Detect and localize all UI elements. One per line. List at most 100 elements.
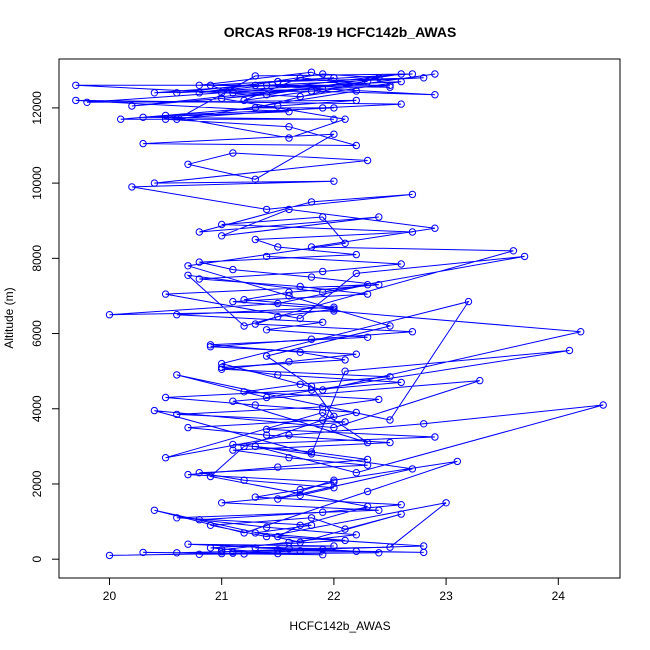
data-point (330, 104, 338, 112)
data-point (307, 448, 316, 456)
data-point (285, 358, 293, 366)
data-point (251, 81, 260, 90)
data-point (386, 438, 394, 447)
data-point (363, 487, 372, 496)
data-point (262, 252, 271, 261)
data-point (206, 81, 215, 90)
data-point (352, 250, 360, 259)
data-point (296, 314, 304, 323)
data-point (83, 98, 91, 107)
data-point (161, 393, 170, 402)
data-point (341, 115, 349, 123)
data-point (599, 401, 607, 409)
data-point (218, 363, 226, 372)
data-point (319, 403, 327, 411)
data-point (341, 239, 349, 248)
data-point (296, 491, 304, 499)
data-point (319, 104, 327, 112)
data-point (195, 81, 204, 90)
data-point (206, 544, 215, 552)
y-tick-label: 10000 (30, 166, 44, 200)
data-point (565, 346, 574, 355)
data-point (150, 179, 159, 187)
data-point (218, 365, 226, 373)
data-point (296, 348, 304, 356)
data-point (262, 523, 271, 531)
data-point (206, 343, 215, 351)
data-point (184, 160, 192, 169)
data-point (319, 386, 327, 394)
data-point (386, 322, 394, 330)
data-point (285, 134, 293, 142)
series-1 (72, 68, 607, 560)
data-point (150, 89, 159, 97)
y-axis: 0 2000 4000 6000 8000 10000 12000 (30, 91, 60, 563)
data-point (240, 322, 248, 330)
data-point (262, 431, 271, 439)
data-point (408, 465, 417, 473)
data-point (285, 205, 293, 214)
data-point (363, 281, 372, 289)
data-point (262, 393, 271, 402)
y-tick-label: 4000 (30, 395, 44, 422)
data-point (296, 547, 304, 555)
data-point (420, 74, 428, 82)
data-point (319, 70, 327, 78)
y-tick-label: 8000 (30, 245, 44, 272)
data-point (341, 536, 349, 545)
data-point (251, 529, 260, 537)
data-point (184, 262, 192, 270)
data-point (375, 395, 383, 404)
data-point (285, 431, 293, 439)
data-point (577, 328, 585, 336)
data-point (319, 508, 327, 516)
data-point (285, 288, 293, 296)
data-point (229, 440, 237, 449)
data-point (105, 311, 114, 319)
data-point (251, 175, 260, 184)
data-point (296, 380, 304, 388)
data-point (262, 205, 271, 214)
x-tick-label: 21 (215, 589, 229, 603)
data-point (206, 472, 215, 481)
data-point (285, 108, 293, 116)
y-tick-label: 0 (30, 556, 44, 563)
data-point (408, 190, 417, 199)
data-point (307, 87, 316, 95)
data-point (128, 183, 136, 191)
y-axis-label: Altitude (m) (2, 287, 16, 348)
data-point (296, 74, 304, 82)
y-tick-label: 6000 (30, 320, 44, 347)
data-point (274, 77, 282, 86)
data-point (150, 506, 159, 514)
data-point (251, 493, 260, 501)
data-point (363, 455, 372, 464)
y-tick-label: 12000 (30, 91, 44, 125)
data-point (285, 538, 293, 546)
data-point (307, 514, 316, 522)
data-point (296, 485, 304, 494)
data-point (476, 376, 484, 385)
data-point (173, 371, 181, 379)
data-point (375, 549, 383, 557)
data-point (274, 463, 282, 471)
data-point (161, 290, 170, 298)
data-point (307, 386, 316, 394)
data-point (184, 470, 192, 479)
data-point (431, 70, 439, 78)
data-point (184, 540, 192, 548)
data-point (229, 89, 237, 97)
data-point (262, 81, 271, 90)
data-point (240, 388, 248, 396)
series-layer (72, 68, 607, 560)
data-point (218, 94, 226, 103)
data-point (307, 68, 316, 76)
data-point (262, 91, 271, 99)
data-point (139, 548, 147, 557)
data-point (330, 476, 338, 484)
data-point (330, 177, 338, 185)
data-point (386, 416, 394, 424)
data-point (274, 243, 282, 251)
data-point (363, 290, 372, 298)
